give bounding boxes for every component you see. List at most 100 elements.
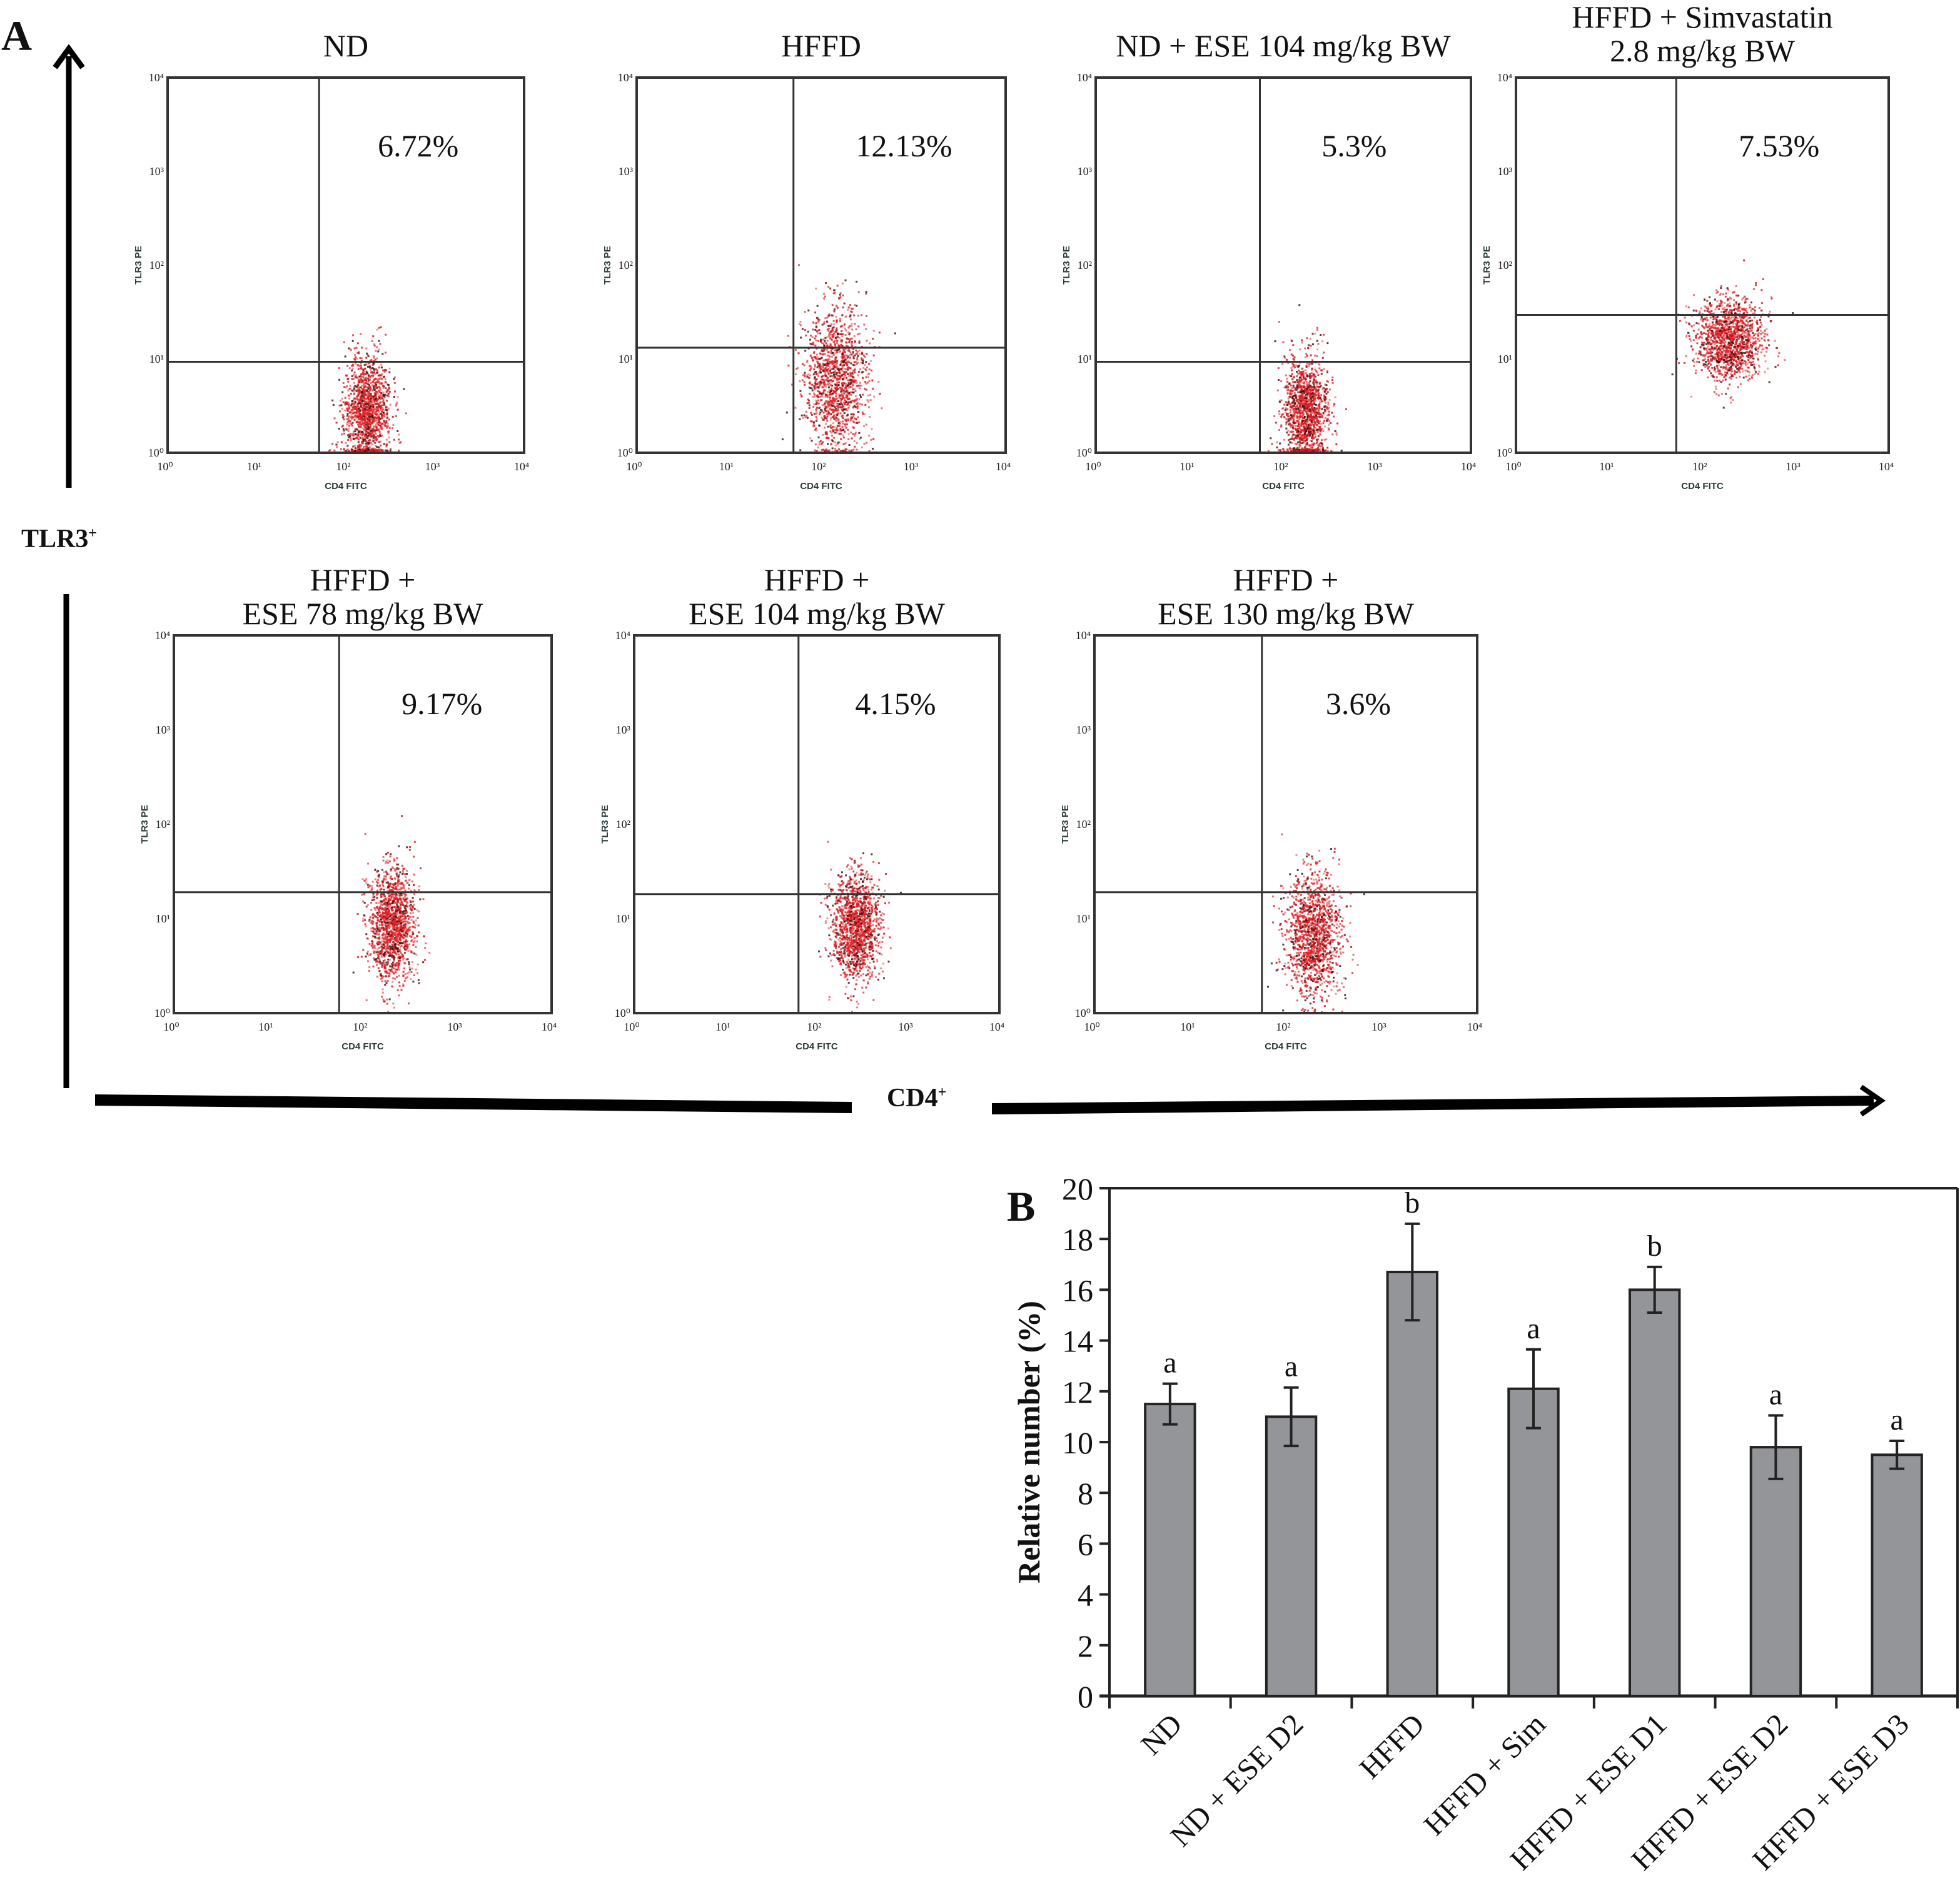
x-tick-label: 10⁴ <box>542 1021 557 1033</box>
y-axis-label-text: TLR3 <box>21 525 89 553</box>
y-tick-label: 0 <box>1078 1679 1093 1714</box>
y-tick-label: 10⁰ <box>617 447 633 459</box>
x-axis-label-sup: + <box>937 1084 947 1101</box>
event-dots <box>1267 304 1347 453</box>
plot-x-axis-label: CD4 FITC <box>1262 481 1305 492</box>
y-tick-label: 10⁰ <box>1075 1007 1091 1019</box>
y-tick-label: 10³ <box>1498 165 1513 178</box>
plot-title: ND + ESE 104 mg/kg BW <box>1033 29 1533 63</box>
quadrant-percentage: 12.13% <box>856 128 952 163</box>
plot-frame <box>635 76 1007 454</box>
panel-a-axes <box>53 44 1886 1117</box>
y-tick-label: 10⁴ <box>618 71 633 84</box>
x-tick-label: HFFD <box>1353 1707 1431 1785</box>
y-tick-label: 10¹ <box>156 912 170 925</box>
x-tick-label: 10² <box>807 1021 821 1033</box>
plot-frame <box>173 634 553 1014</box>
bar[interactable] <box>1507 1387 1560 1697</box>
plot-title-line: 2.8 mg/kg BW <box>1610 33 1795 68</box>
plot-title-line: ESE 104 mg/kg BW <box>689 596 945 631</box>
plot-title-line: HFFD + <box>764 562 870 597</box>
x-tick-label: 10¹ <box>258 1021 273 1033</box>
significance-letter: a <box>1769 1378 1782 1411</box>
bar[interactable] <box>1749 1446 1802 1698</box>
x-tick-label: 10⁴ <box>989 1021 1004 1033</box>
x-tick-label: 10² <box>353 1021 367 1033</box>
plot-y-axis-label: TLR3 PE <box>602 246 613 285</box>
event-dots <box>1671 259 1794 409</box>
significance-letter: a <box>1163 1346 1176 1380</box>
event-dots <box>352 815 431 1013</box>
y-tick-label: 16 <box>1062 1273 1093 1308</box>
plot-frame <box>1094 76 1472 454</box>
plot-y-axis-label: TLR3 PE <box>1482 246 1492 285</box>
y-tick-label: 6 <box>1078 1527 1093 1562</box>
y-axis-label-tlr3: TLR3+ <box>21 524 97 554</box>
y-tick-label: 10² <box>149 259 164 271</box>
quadrant-percentage: 6.72% <box>378 128 459 163</box>
x-tick-label: 10⁴ <box>1461 460 1476 473</box>
x-axis-label-text: CD4 <box>887 1084 938 1113</box>
x-tick-label: 10⁴ <box>996 460 1011 473</box>
x-tick-label: 10⁰ <box>157 460 173 473</box>
x-tick-label: HFFD + Sim <box>1418 1707 1552 1842</box>
y-tick-label: 4 <box>1078 1578 1093 1613</box>
significance-letter: a <box>1285 1350 1298 1383</box>
x-tick-label: 10² <box>811 460 826 473</box>
y-tick-label: 10¹ <box>619 353 633 365</box>
quadrant-percentage: 9.17% <box>402 686 483 721</box>
x-axis-arrow-right <box>992 1084 1886 1117</box>
bar[interactable] <box>1144 1403 1196 1698</box>
x-tick-label: 10² <box>336 460 350 473</box>
y-tick-label: 2 <box>1078 1628 1093 1663</box>
plot-title-line: HFFD + Simvastatin <box>1572 0 1833 34</box>
plot-y-axis-label: TLR3 PE <box>1061 246 1072 285</box>
bar[interactable] <box>1386 1270 1438 1697</box>
plot-title-line: ESE 130 mg/kg BW <box>1158 596 1414 631</box>
plot-y-axis-label: TLR3 PE <box>1060 805 1071 844</box>
bar[interactable] <box>1265 1415 1318 1697</box>
x-tick-label: 10³ <box>425 460 440 473</box>
significance-letter: a <box>1890 1403 1903 1436</box>
x-tick-label: 10³ <box>904 460 919 473</box>
y-tick-label: 10² <box>1498 259 1512 271</box>
y-tick-label: 10⁴ <box>1497 71 1512 84</box>
y-tick-label: 10⁴ <box>615 629 630 642</box>
significance-letter: b <box>1405 1186 1420 1219</box>
y-tick-label: 10² <box>619 259 633 271</box>
plot-title-line: ND <box>323 28 369 63</box>
y-axis-arrow-upper <box>53 44 85 488</box>
significance-letter: b <box>1647 1229 1662 1263</box>
quadrant-percentage: 5.3% <box>1321 128 1387 163</box>
y-tick-label: 10¹ <box>1498 353 1512 365</box>
x-tick-label: 10¹ <box>1180 460 1194 473</box>
event-dots <box>818 840 902 1013</box>
x-tick-label: 10¹ <box>719 460 734 473</box>
x-tick-label: 10³ <box>1371 1021 1387 1033</box>
plot-x-axis-label: CD4 FITC <box>341 1041 384 1052</box>
quadrant-percentage: 7.53% <box>1739 128 1820 163</box>
y-tick-label: 10¹ <box>616 912 630 925</box>
bar[interactable] <box>1629 1288 1681 1697</box>
significance-letter: a <box>1527 1312 1540 1345</box>
bar[interactable] <box>1871 1453 1923 1698</box>
y-tick-label: 10² <box>156 818 170 830</box>
x-tick-label: 10³ <box>1786 460 1801 473</box>
y-tick-label: 10³ <box>616 724 631 736</box>
x-axis-label-cd4: CD4+ <box>887 1083 946 1113</box>
plot-title: ND <box>96 29 596 63</box>
plot-x-axis-label: CD4 FITC <box>796 1041 838 1052</box>
plot-title: HFFD <box>571 29 1071 63</box>
plot-frame <box>633 634 1001 1014</box>
y-axis-label: Relative number (%) <box>1011 1301 1046 1583</box>
y-tick-label: 10⁴ <box>149 71 164 84</box>
plot-y-axis-label: TLR3 PE <box>139 805 150 844</box>
y-axis-label-sup: + <box>88 525 98 542</box>
plot-title: HFFD + ESE 78 mg/kg BW <box>113 563 613 630</box>
y-tick-label: 10⁰ <box>154 1007 170 1019</box>
y-tick-label: 10⁴ <box>155 629 170 642</box>
quadrant-percentage: 4.15% <box>855 686 936 721</box>
